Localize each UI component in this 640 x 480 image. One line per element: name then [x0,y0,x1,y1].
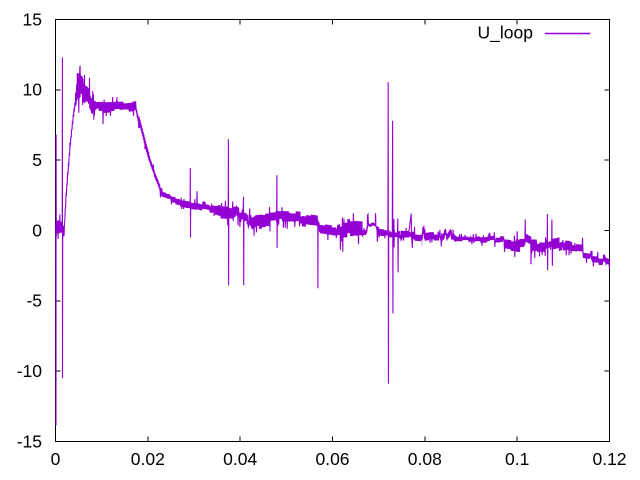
svg-text:U_loop: U_loop [478,22,533,43]
svg-text:0.1: 0.1 [505,449,529,469]
svg-text:0.12: 0.12 [592,449,626,469]
svg-text:5: 5 [32,150,42,170]
svg-text:0.06: 0.06 [315,449,349,469]
svg-text:0.04: 0.04 [223,449,257,469]
svg-text:-5: -5 [26,291,42,311]
svg-text:0.02: 0.02 [131,449,165,469]
svg-text:0.08: 0.08 [408,449,442,469]
svg-text:0: 0 [51,449,61,469]
svg-text:10: 10 [23,80,43,100]
svg-text:15: 15 [23,9,42,29]
svg-text:0: 0 [32,220,42,240]
svg-text:-15: -15 [17,431,42,451]
svg-text:-10: -10 [17,361,43,381]
